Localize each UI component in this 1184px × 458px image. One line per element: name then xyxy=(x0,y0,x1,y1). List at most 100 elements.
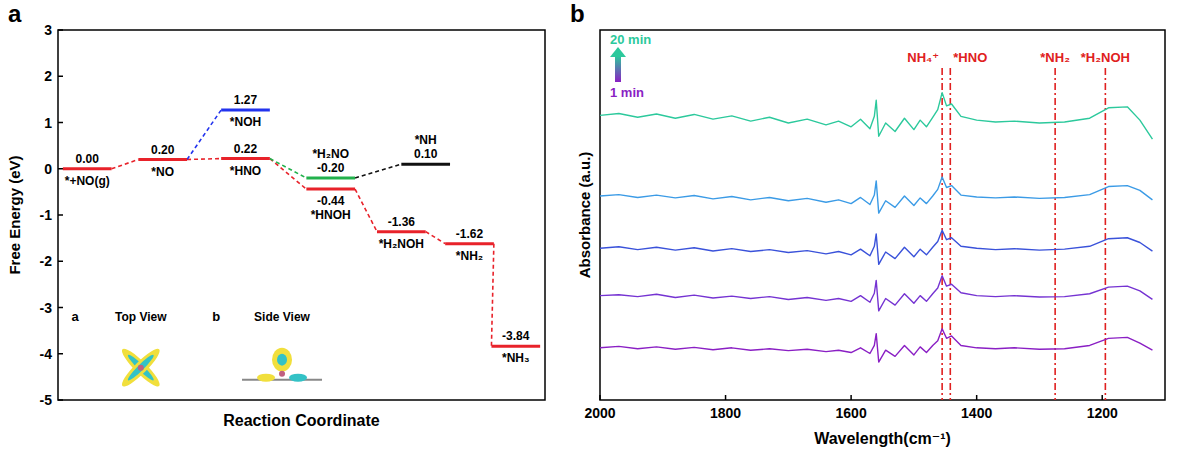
y-tick-label: -1 xyxy=(40,207,53,223)
connector xyxy=(270,159,307,190)
inset-drawing xyxy=(242,348,322,382)
annotation-label: NH₄⁺ xyxy=(907,50,939,65)
framework xyxy=(242,379,322,381)
y-tick xyxy=(58,353,63,355)
inset-letter: b xyxy=(212,309,220,324)
energy-level xyxy=(491,345,540,348)
connector xyxy=(112,160,139,169)
level-value: -0.20 xyxy=(317,161,345,175)
annotation-label: *NH₂ xyxy=(1040,50,1070,65)
x-tick xyxy=(1101,395,1103,400)
connector xyxy=(355,189,377,232)
orbital xyxy=(126,353,156,383)
y-tick-label: 1 xyxy=(44,115,52,131)
level-name: *H₂NO xyxy=(312,147,349,161)
plot-marks xyxy=(600,68,1152,400)
plot-frame xyxy=(600,30,1165,400)
y-tick xyxy=(58,307,63,309)
legend-label: 1 min xyxy=(610,85,644,100)
level-name: *NH₂ xyxy=(456,249,483,263)
legend-arrow-head xyxy=(610,47,626,57)
level-name: *NH xyxy=(415,133,437,147)
energy-level xyxy=(306,177,355,180)
annotation-label: *HNO xyxy=(953,50,987,65)
plot-marks xyxy=(63,110,540,346)
energy-level xyxy=(445,242,494,245)
y-axis-title: Absorbance (a.u.) xyxy=(576,152,593,279)
annotation-line xyxy=(949,68,951,400)
level-name: *NO xyxy=(151,165,174,179)
connector xyxy=(270,159,307,178)
connector xyxy=(355,164,401,178)
figure: a -5 -4 -3 -2 -1 0 1 2 3 Free Energy (eV) Reaction … xyxy=(0,0,1184,458)
inset-title: Side View xyxy=(254,310,310,324)
legend-arrow-shaft xyxy=(615,56,621,82)
spectrum-line xyxy=(600,177,1152,213)
x-tick xyxy=(976,395,978,400)
y-axis-title: Free Energy (eV) xyxy=(6,155,23,274)
level-value: 0.10 xyxy=(414,147,438,161)
x-axis-title: Reaction Coordinate xyxy=(223,412,380,429)
x-tick-label: 2000 xyxy=(584,405,615,421)
level-name: *H₂NOH xyxy=(379,237,424,251)
energy-level xyxy=(221,157,270,160)
y-tick xyxy=(58,399,63,401)
y-tick xyxy=(58,29,63,31)
level-value: -0.44 xyxy=(317,194,345,208)
inset-drawing xyxy=(118,345,163,390)
level-value: -1.36 xyxy=(388,215,416,229)
x-tick-label: 1600 xyxy=(836,405,867,421)
annotation-line xyxy=(1105,68,1107,400)
connector xyxy=(491,244,493,347)
y-tick xyxy=(58,76,63,78)
connector xyxy=(187,158,221,161)
y-tick xyxy=(58,214,63,216)
level-value: 0.22 xyxy=(234,142,258,156)
annotation-line xyxy=(941,68,943,400)
legend-label: 20 min xyxy=(610,32,651,47)
energy-level xyxy=(63,167,112,170)
spectrum-line xyxy=(600,329,1152,362)
spectrum-line xyxy=(600,93,1152,139)
level-value: 1.27 xyxy=(234,93,258,107)
level-value: -1.62 xyxy=(456,227,484,241)
x-tick xyxy=(725,395,727,400)
panel-label: a xyxy=(8,0,22,27)
level-value: 0.20 xyxy=(151,143,175,157)
orbital xyxy=(277,354,287,366)
energy-level xyxy=(306,188,355,191)
orbital xyxy=(257,374,275,382)
spectrum-line xyxy=(600,276,1152,311)
y-tick-label: -3 xyxy=(40,300,53,316)
energy-level xyxy=(221,109,270,112)
x-tick-label: 1200 xyxy=(1087,405,1118,421)
orbital xyxy=(126,353,156,383)
y-tick-label: 2 xyxy=(44,68,52,84)
y-tick xyxy=(58,168,63,170)
orbital xyxy=(118,345,163,390)
annotation-line xyxy=(1054,68,1056,400)
spectrum-line xyxy=(600,230,1152,264)
level-value: 0.00 xyxy=(76,152,100,166)
y-tick xyxy=(58,261,63,263)
energy-level xyxy=(138,158,187,161)
level-name: *HNO xyxy=(230,164,261,178)
y-tick xyxy=(58,122,63,124)
y-tick-label: 0 xyxy=(44,161,52,177)
connector xyxy=(426,232,445,244)
orbital xyxy=(289,374,307,382)
y-tick-label: -4 xyxy=(40,346,53,362)
annotation-label: *H₂NOH xyxy=(1081,50,1130,65)
y-tick-label: 3 xyxy=(44,22,52,38)
energy-level xyxy=(377,230,426,233)
x-tick xyxy=(599,395,601,400)
orbital xyxy=(118,345,163,390)
y-tick-label: -2 xyxy=(40,253,53,269)
energy-level xyxy=(401,163,450,166)
connector xyxy=(187,110,221,159)
x-tick-label: 1400 xyxy=(961,405,992,421)
x-tick xyxy=(850,395,852,400)
inset-letter: a xyxy=(71,309,79,324)
y-tick-label: -5 xyxy=(40,392,53,408)
level-value: -3.84 xyxy=(502,329,530,343)
